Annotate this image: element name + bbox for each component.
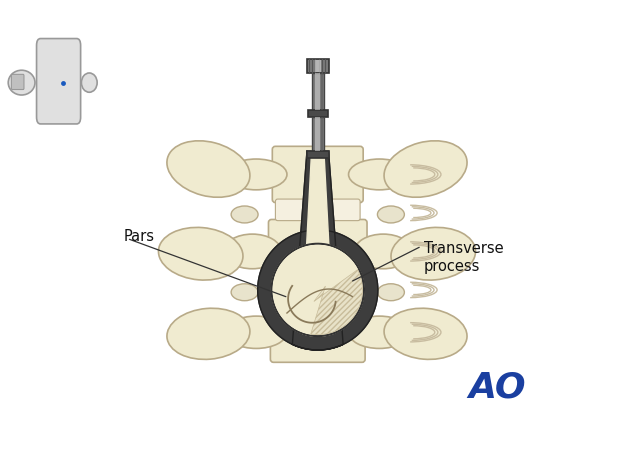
- Bar: [316, 73, 320, 110]
- Ellipse shape: [231, 284, 258, 301]
- Bar: [307, 151, 329, 158]
- FancyBboxPatch shape: [275, 280, 360, 302]
- FancyBboxPatch shape: [11, 74, 24, 90]
- Polygon shape: [311, 269, 363, 335]
- Bar: [321, 117, 323, 151]
- FancyBboxPatch shape: [275, 199, 360, 221]
- Text: AO: AO: [468, 371, 526, 405]
- Text: Pars: Pars: [124, 229, 155, 244]
- Polygon shape: [272, 244, 364, 336]
- Polygon shape: [302, 151, 334, 336]
- Bar: [321, 73, 323, 110]
- Ellipse shape: [8, 70, 35, 95]
- FancyBboxPatch shape: [37, 39, 81, 124]
- Ellipse shape: [167, 308, 250, 359]
- Ellipse shape: [378, 284, 404, 301]
- Bar: [316, 117, 320, 151]
- Bar: [312, 73, 324, 110]
- Ellipse shape: [384, 141, 467, 197]
- Ellipse shape: [378, 206, 404, 223]
- Ellipse shape: [81, 73, 97, 92]
- Ellipse shape: [348, 159, 410, 190]
- FancyBboxPatch shape: [268, 219, 367, 283]
- Ellipse shape: [167, 141, 250, 197]
- FancyBboxPatch shape: [272, 146, 363, 202]
- Ellipse shape: [159, 227, 243, 280]
- Bar: [308, 110, 328, 117]
- Ellipse shape: [391, 227, 476, 280]
- Bar: [312, 117, 324, 151]
- Ellipse shape: [223, 234, 281, 269]
- Ellipse shape: [225, 159, 287, 190]
- Polygon shape: [273, 245, 358, 334]
- Polygon shape: [258, 151, 378, 350]
- Ellipse shape: [225, 316, 287, 348]
- Ellipse shape: [231, 206, 258, 223]
- Ellipse shape: [384, 308, 467, 359]
- Bar: [315, 60, 321, 72]
- Ellipse shape: [348, 316, 410, 348]
- FancyBboxPatch shape: [270, 302, 365, 362]
- Ellipse shape: [354, 234, 412, 269]
- Bar: [307, 59, 329, 73]
- Text: Transverse
process: Transverse process: [424, 241, 503, 274]
